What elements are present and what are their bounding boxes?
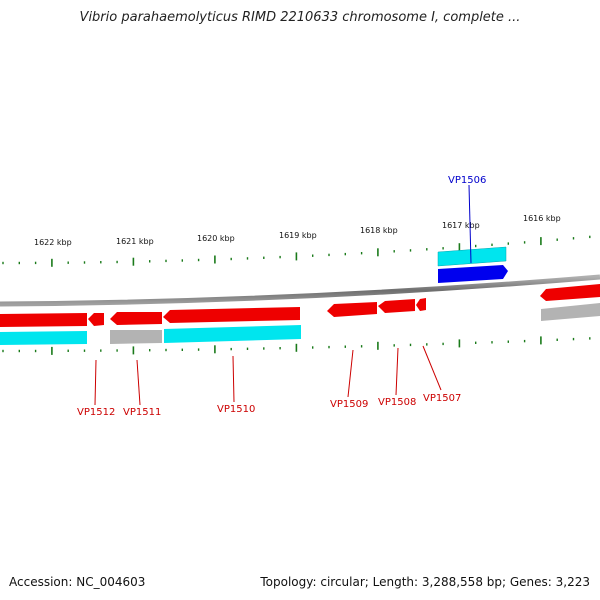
map-title: Vibrio parahaemolyticus RIMD 2210633 chr…: [79, 10, 521, 25]
inner-scale-track: [2, 336, 591, 355]
scale-label-1621: 1621 kbp: [116, 237, 154, 246]
leader-vp1510: [232, 355, 235, 403]
gene-vp1512-arrow[interactable]: [88, 313, 104, 326]
scale-labels: 1622 kbp 1621 kbp 1620 kbp 1619 kbp 1618…: [34, 214, 561, 247]
scale-label-1620: 1620 kbp: [197, 234, 235, 243]
genome-summary-text: Topology: circular; Length: 3,288,558 bp…: [260, 575, 590, 589]
gene-label-vp1512[interactable]: VP1512: [77, 407, 115, 418]
gene-vp1511-body[interactable]: [110, 312, 162, 325]
scale-label-1619: 1619 kbp: [279, 231, 317, 240]
gene-vp1506-cds[interactable]: [437, 246, 507, 267]
cds-vp1511-pseudo[interactable]: [110, 330, 162, 344]
gene-track-red: [0, 284, 600, 327]
leader-vp1508: [395, 347, 399, 396]
gene-vp1506-arrow[interactable]: [438, 265, 508, 283]
cds-track: [0, 303, 600, 345]
gene-label-vp1506[interactable]: VP1506: [448, 175, 486, 186]
gene-label-vp1507[interactable]: VP1507: [423, 393, 461, 404]
cds-next-pseudo[interactable]: [541, 303, 600, 321]
gene-vp1512-body[interactable]: [0, 313, 87, 327]
gene-next-body[interactable]: [540, 284, 600, 301]
gene-label-vp1511[interactable]: VP1511: [123, 407, 161, 418]
scale-label-1622: 1622 kbp: [34, 238, 72, 247]
gene-label-vp1508[interactable]: VP1508: [378, 397, 416, 408]
gene-vp1508-body[interactable]: [378, 299, 415, 313]
scale-label-1617: 1617 kbp: [442, 221, 480, 230]
gene-vp1506-leader: [468, 184, 472, 264]
scale-label-1618: 1618 kbp: [360, 226, 398, 235]
gene-label-vp1510[interactable]: VP1510: [217, 404, 255, 415]
gene-vp1506[interactable]: VP1506: [437, 175, 508, 283]
accession-text: Accession: NC_004603: [9, 575, 146, 589]
leader-vp1511: [136, 359, 141, 406]
chromosome-backbone: [0, 274, 600, 307]
gene-vp1507-body[interactable]: [416, 298, 426, 311]
gene-label-vp1509[interactable]: VP1509: [330, 399, 368, 410]
cds-vp1510[interactable]: [164, 325, 301, 343]
gene-labels: VP1512 VP1511 VP1510 VP1509 VP1508 VP150…: [77, 345, 461, 418]
outer-scale-track: [2, 235, 591, 267]
leader-vp1509: [347, 349, 354, 398]
gene-vp1509-body[interactable]: [327, 302, 377, 317]
leader-vp1507: [422, 345, 442, 391]
gene-vp1510-body[interactable]: [163, 307, 300, 323]
cds-vp1512[interactable]: [0, 331, 87, 345]
leader-vp1512: [94, 359, 97, 406]
scale-label-1616: 1616 kbp: [523, 214, 561, 223]
